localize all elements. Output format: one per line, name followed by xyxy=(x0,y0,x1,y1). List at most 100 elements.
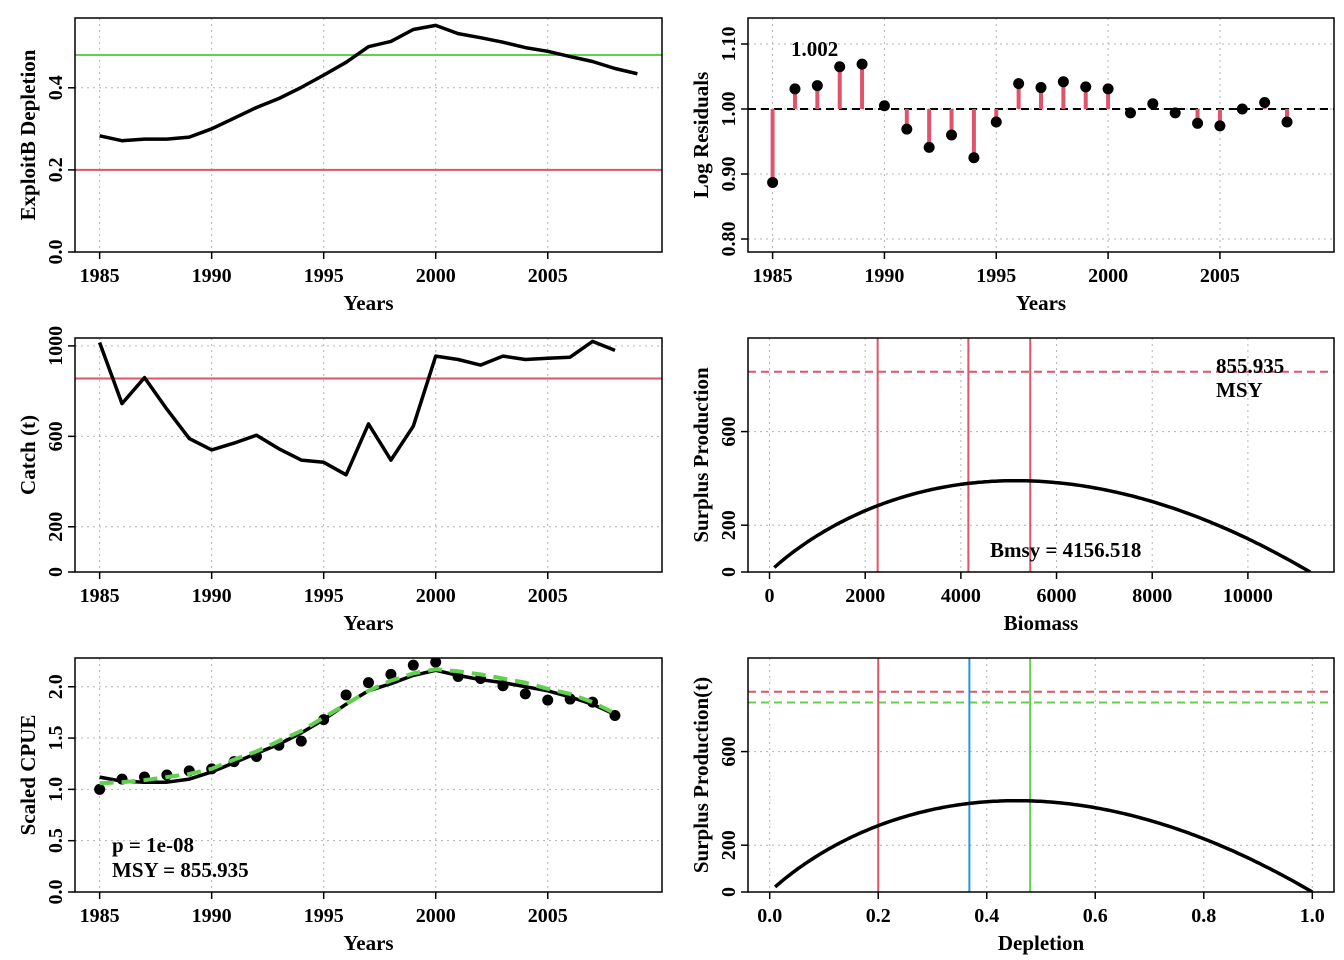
plot-area xyxy=(748,658,1334,892)
y-tick-label: 0 xyxy=(718,887,740,897)
predicted-line xyxy=(99,667,616,786)
plot-frame xyxy=(747,17,1335,253)
y-tick-label: 2.0 xyxy=(45,674,67,699)
cpue-point xyxy=(340,689,352,701)
residual-point xyxy=(1259,97,1271,108)
y-tick-label: 1.0 xyxy=(45,777,67,802)
plot-frame xyxy=(74,657,663,893)
x-tick-label: 6000 xyxy=(1037,585,1077,607)
residual-point xyxy=(789,83,801,95)
residual-point xyxy=(923,141,935,153)
plot-frame xyxy=(74,17,663,253)
x-tick-label: 2000 xyxy=(416,265,456,287)
y-tick-label: 0.80 xyxy=(718,222,740,257)
residual-point xyxy=(1124,107,1136,119)
y-tick-label: 0.4 xyxy=(45,75,67,100)
x-tick-label: 0.8 xyxy=(1191,905,1216,927)
residual-point xyxy=(1214,120,1226,132)
x-axis-label: Years xyxy=(1016,291,1066,315)
x-tick-label: 1995 xyxy=(304,905,344,927)
x-tick-label: 2005 xyxy=(528,585,568,607)
x-tick-label: 1985 xyxy=(80,585,120,607)
annotation-text: Bmsy = 4156.518 xyxy=(990,538,1141,562)
x-tick-label: 1985 xyxy=(80,905,120,927)
surplus-production-depletion-panel: 0.0 0.2 0.4 0.6 0.8 1.0 0 200 600 Depletion Surplu… xyxy=(689,657,1335,955)
cpue-point xyxy=(542,694,554,706)
depletion-panel: 1985 1990 1995 2000 2005 0.0 0.2 0.4 Years Exploi… xyxy=(16,17,663,315)
x-tick-label: 1985 xyxy=(80,265,120,287)
cpue-point xyxy=(407,659,419,671)
y-tick-label: 600 xyxy=(45,421,67,451)
x-tick-label: 2005 xyxy=(528,905,568,927)
x-axis-label: Years xyxy=(343,611,393,635)
log-residuals-panel: 1985 1990 1995 2000 2005 0.80 0.90 1.00 1.10 Year… xyxy=(689,17,1335,315)
cpue-point xyxy=(385,668,397,680)
y-tick-label: 600 xyxy=(718,737,740,767)
y-axis-label: Log Residuals xyxy=(689,72,713,199)
plot-area xyxy=(748,338,1334,572)
x-tick-label: 0.2 xyxy=(866,905,891,927)
y-tick-label: 200 xyxy=(718,830,740,860)
residual-point xyxy=(878,100,890,112)
x-tick-label: 1995 xyxy=(976,265,1016,287)
y-tick-label: 0.2 xyxy=(45,157,67,182)
x-tick-label: 2000 xyxy=(416,585,456,607)
annotation-text: 1.002 xyxy=(791,37,838,61)
x-tick-label: 4000 xyxy=(941,585,981,607)
x-tick-label: 1995 xyxy=(304,265,344,287)
residual-point xyxy=(1147,98,1159,110)
x-tick-label: 0 xyxy=(765,585,775,607)
residual-point xyxy=(834,61,846,73)
cpue-point xyxy=(430,658,442,668)
plot-frame xyxy=(747,657,1335,893)
x-tick-label: 0.0 xyxy=(757,905,782,927)
plot-frame xyxy=(74,337,663,573)
residual-point xyxy=(990,116,1002,128)
y-axis-label: Scaled CPUE xyxy=(16,715,40,836)
plot-area xyxy=(75,658,662,892)
catch-panel: 1985 1990 1995 2000 2005 0 200 600 1000 Years Catc… xyxy=(16,326,663,635)
residual-point xyxy=(1281,116,1293,128)
residual-point xyxy=(968,152,980,164)
y-tick-label: 1000 xyxy=(45,326,67,366)
x-tick-label: 1990 xyxy=(192,905,232,927)
x-tick-label: 0.4 xyxy=(974,905,999,927)
x-tick-label: 1990 xyxy=(192,585,232,607)
x-axis-label: Depletion xyxy=(998,931,1085,955)
y-tick-label: 0.0 xyxy=(45,880,67,905)
x-tick-label: 2000 xyxy=(845,585,885,607)
x-axis-label: Years xyxy=(343,931,393,955)
y-axis-label: ExploitB Depletion xyxy=(16,49,40,220)
x-axis-label: Biomass xyxy=(1004,611,1079,635)
scaled-cpue-panel: 1985 1990 1995 2000 2005 0.0 0.5 1.0 1.5 2.0 Years… xyxy=(16,657,663,955)
y-axis-label: Surplus Production xyxy=(689,367,713,543)
x-axis-label: Years xyxy=(343,291,393,315)
cpue-point xyxy=(363,677,374,689)
cpue-point xyxy=(94,783,106,795)
y-tick-label: 1.5 xyxy=(45,726,67,751)
residual-point xyxy=(1013,78,1025,90)
residual-point xyxy=(1102,83,1114,95)
residual-point xyxy=(1080,81,1092,93)
plot-frame xyxy=(747,337,1335,573)
x-tick-label: 2000 xyxy=(416,905,456,927)
residual-point xyxy=(856,58,868,70)
y-tick-label: 200 xyxy=(45,512,67,542)
cpue-point xyxy=(519,688,531,700)
x-tick-label: 1995 xyxy=(304,585,344,607)
cpue-point xyxy=(295,735,307,747)
plot-area xyxy=(748,18,1334,252)
residual-point xyxy=(901,123,913,135)
residual-point xyxy=(946,129,958,141)
residual-point xyxy=(1192,117,1204,129)
x-tick-label: 2000 xyxy=(1088,265,1128,287)
y-tick-label: 0 xyxy=(45,567,67,577)
residual-point xyxy=(1169,107,1181,119)
x-tick-label: 1990 xyxy=(864,265,904,287)
x-tick-label: 10000 xyxy=(1223,585,1273,607)
y-axis-label: Surplus Production(t) xyxy=(689,677,713,873)
residual-point xyxy=(1057,76,1069,88)
residual-point xyxy=(1236,103,1248,115)
x-tick-label: 8000 xyxy=(1132,585,1172,607)
